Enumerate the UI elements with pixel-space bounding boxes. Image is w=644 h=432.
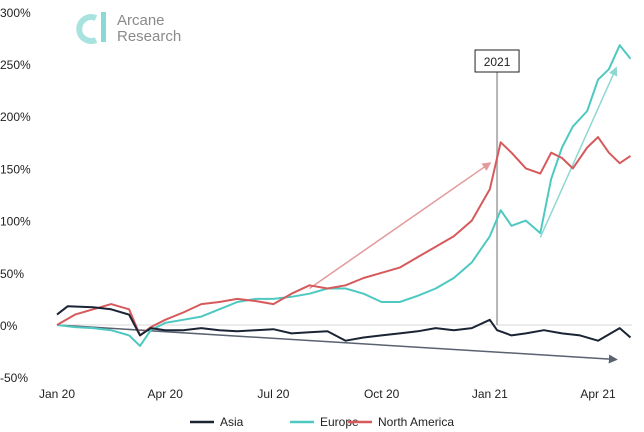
- y-tick-label: 50%: [0, 267, 24, 281]
- trend-arrow: [309, 162, 492, 290]
- x-tick-label: Jan 20: [39, 387, 75, 401]
- legend-label: Asia: [220, 415, 244, 429]
- trend-arrow: [539, 66, 618, 238]
- series-line-north-america: [56, 136, 632, 337]
- legend-label: Europe: [320, 415, 359, 429]
- x-tick-label: Apr 20: [148, 387, 184, 401]
- y-tick-label: 200%: [0, 110, 31, 124]
- x-tick-label: Oct 20: [364, 387, 400, 401]
- y-tick-label: 0%: [0, 319, 18, 333]
- y-tick-label: 250%: [0, 58, 31, 72]
- x-tick-label: Jul 20: [257, 387, 289, 401]
- series-line-europe: [56, 44, 632, 347]
- logo-c-mark: [76, 14, 98, 44]
- logo: Arcane Research: [76, 12, 181, 45]
- y-tick-label: 150%: [0, 162, 31, 176]
- y-tick-label: 100%: [0, 215, 31, 229]
- year-marker-box: [474, 49, 520, 73]
- series-line-asia: [56, 305, 632, 342]
- trend-arrow: [56, 324, 618, 364]
- x-tick-label: Apr 21: [580, 387, 616, 401]
- year-marker-label: 2021: [484, 55, 511, 69]
- logo-l-mark: [101, 12, 106, 42]
- legend-label: North America: [378, 415, 454, 429]
- logo-line2: Research: [117, 28, 181, 45]
- logo-line1: Arcane: [117, 12, 165, 29]
- x-tick-label: Jan 21: [472, 387, 508, 401]
- y-tick-label: 300%: [0, 6, 31, 20]
- y-tick-label: -50%: [0, 371, 28, 385]
